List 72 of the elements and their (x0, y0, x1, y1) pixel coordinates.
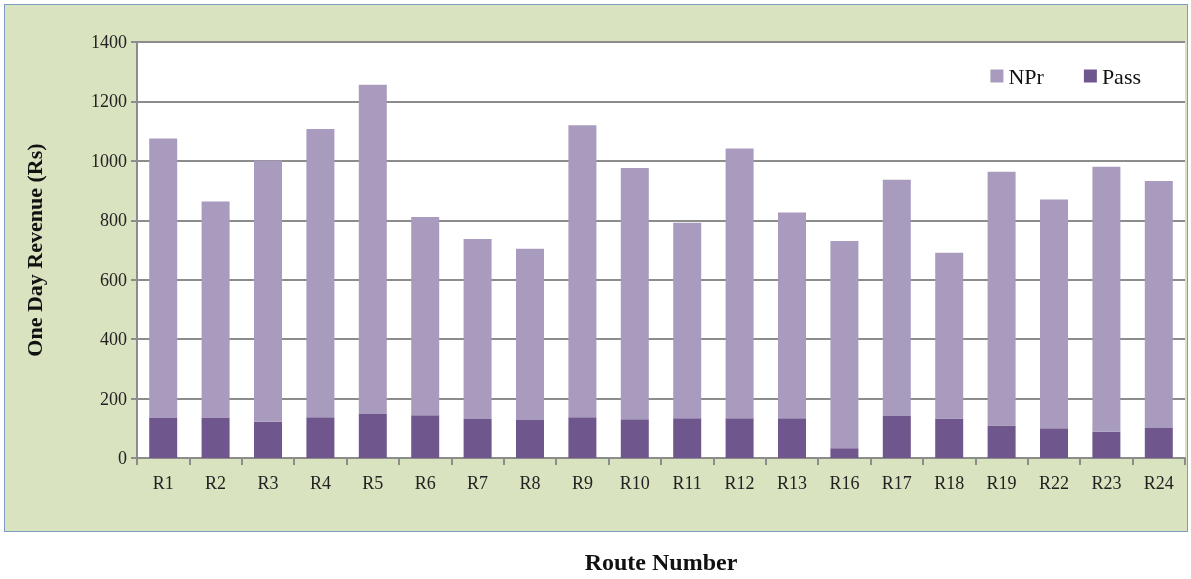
x-tick-label: R9 (571, 473, 593, 493)
bar (882, 416, 911, 458)
bar (830, 448, 859, 458)
x-tick-label: R4 (309, 473, 331, 493)
bar (149, 138, 178, 418)
y-tick-label: 1200 (91, 91, 127, 112)
bar (1092, 166, 1121, 432)
y-tick-label: 1000 (91, 150, 127, 171)
x-tick-label: R8 (519, 473, 541, 493)
bar (1040, 428, 1068, 458)
bar (516, 248, 544, 420)
bar (358, 84, 387, 415)
bar (935, 418, 964, 458)
x-tick-label: R19 (986, 473, 1017, 493)
bar (411, 217, 440, 416)
bar (254, 421, 282, 458)
x-tick-label: R13 (776, 473, 808, 493)
x-tick-label: R12 (724, 473, 755, 493)
y-axis-title: One Day Revenue (Rs) (21, 143, 47, 357)
x-tick-label: R11 (672, 473, 702, 493)
bar (201, 201, 230, 418)
x-tick-label: R2 (205, 473, 227, 493)
x-tick-label: R5 (362, 473, 384, 493)
legend-label: NPr (1008, 63, 1045, 89)
bar (882, 179, 911, 417)
bar (725, 418, 754, 458)
x-tick-label: R1 (152, 473, 174, 493)
x-tick-label: R10 (619, 473, 650, 493)
bar (987, 171, 1016, 426)
bar (830, 241, 859, 449)
x-tick-label: R24 (1143, 473, 1174, 493)
bar (568, 125, 597, 418)
bar (620, 419, 649, 458)
bar (306, 129, 335, 418)
x-tick-label: R6 (414, 473, 436, 493)
bar (149, 417, 178, 458)
y-tick-label: 400 (100, 329, 127, 350)
bar (568, 417, 597, 458)
x-tick-label: R18 (934, 473, 965, 493)
bar (306, 417, 335, 458)
y-tick-label: 200 (100, 388, 127, 409)
bar (201, 417, 230, 458)
bar (463, 239, 492, 420)
y-tick-label: 600 (100, 269, 127, 290)
bar (725, 148, 754, 419)
bar (620, 167, 649, 420)
x-tick-label: R7 (467, 473, 489, 493)
x-tick-label: R17 (881, 473, 912, 493)
bar (673, 222, 702, 419)
bar (1040, 199, 1068, 429)
bar (1092, 431, 1121, 458)
x-tick-label: R22 (1038, 473, 1070, 493)
bar (411, 415, 440, 458)
bar (935, 252, 964, 419)
y-tick-label: 800 (100, 210, 127, 231)
x-tick-label: R16 (829, 473, 860, 493)
y-tick-label: 1400 (91, 32, 127, 52)
bar (778, 418, 806, 458)
bar (463, 419, 492, 458)
bar (1144, 181, 1173, 428)
x-axis-title: Route Number (584, 549, 738, 575)
bar (516, 419, 544, 458)
x-tick-label: R23 (1091, 473, 1122, 493)
bar (254, 160, 282, 422)
bar (987, 425, 1016, 458)
y-tick-label: 0 (118, 448, 127, 468)
legend-label: Pass (1101, 63, 1141, 89)
bar (673, 418, 702, 458)
bar (1144, 427, 1173, 458)
bar (358, 414, 387, 458)
bar (778, 212, 806, 419)
x-tick-label: R3 (257, 473, 279, 493)
